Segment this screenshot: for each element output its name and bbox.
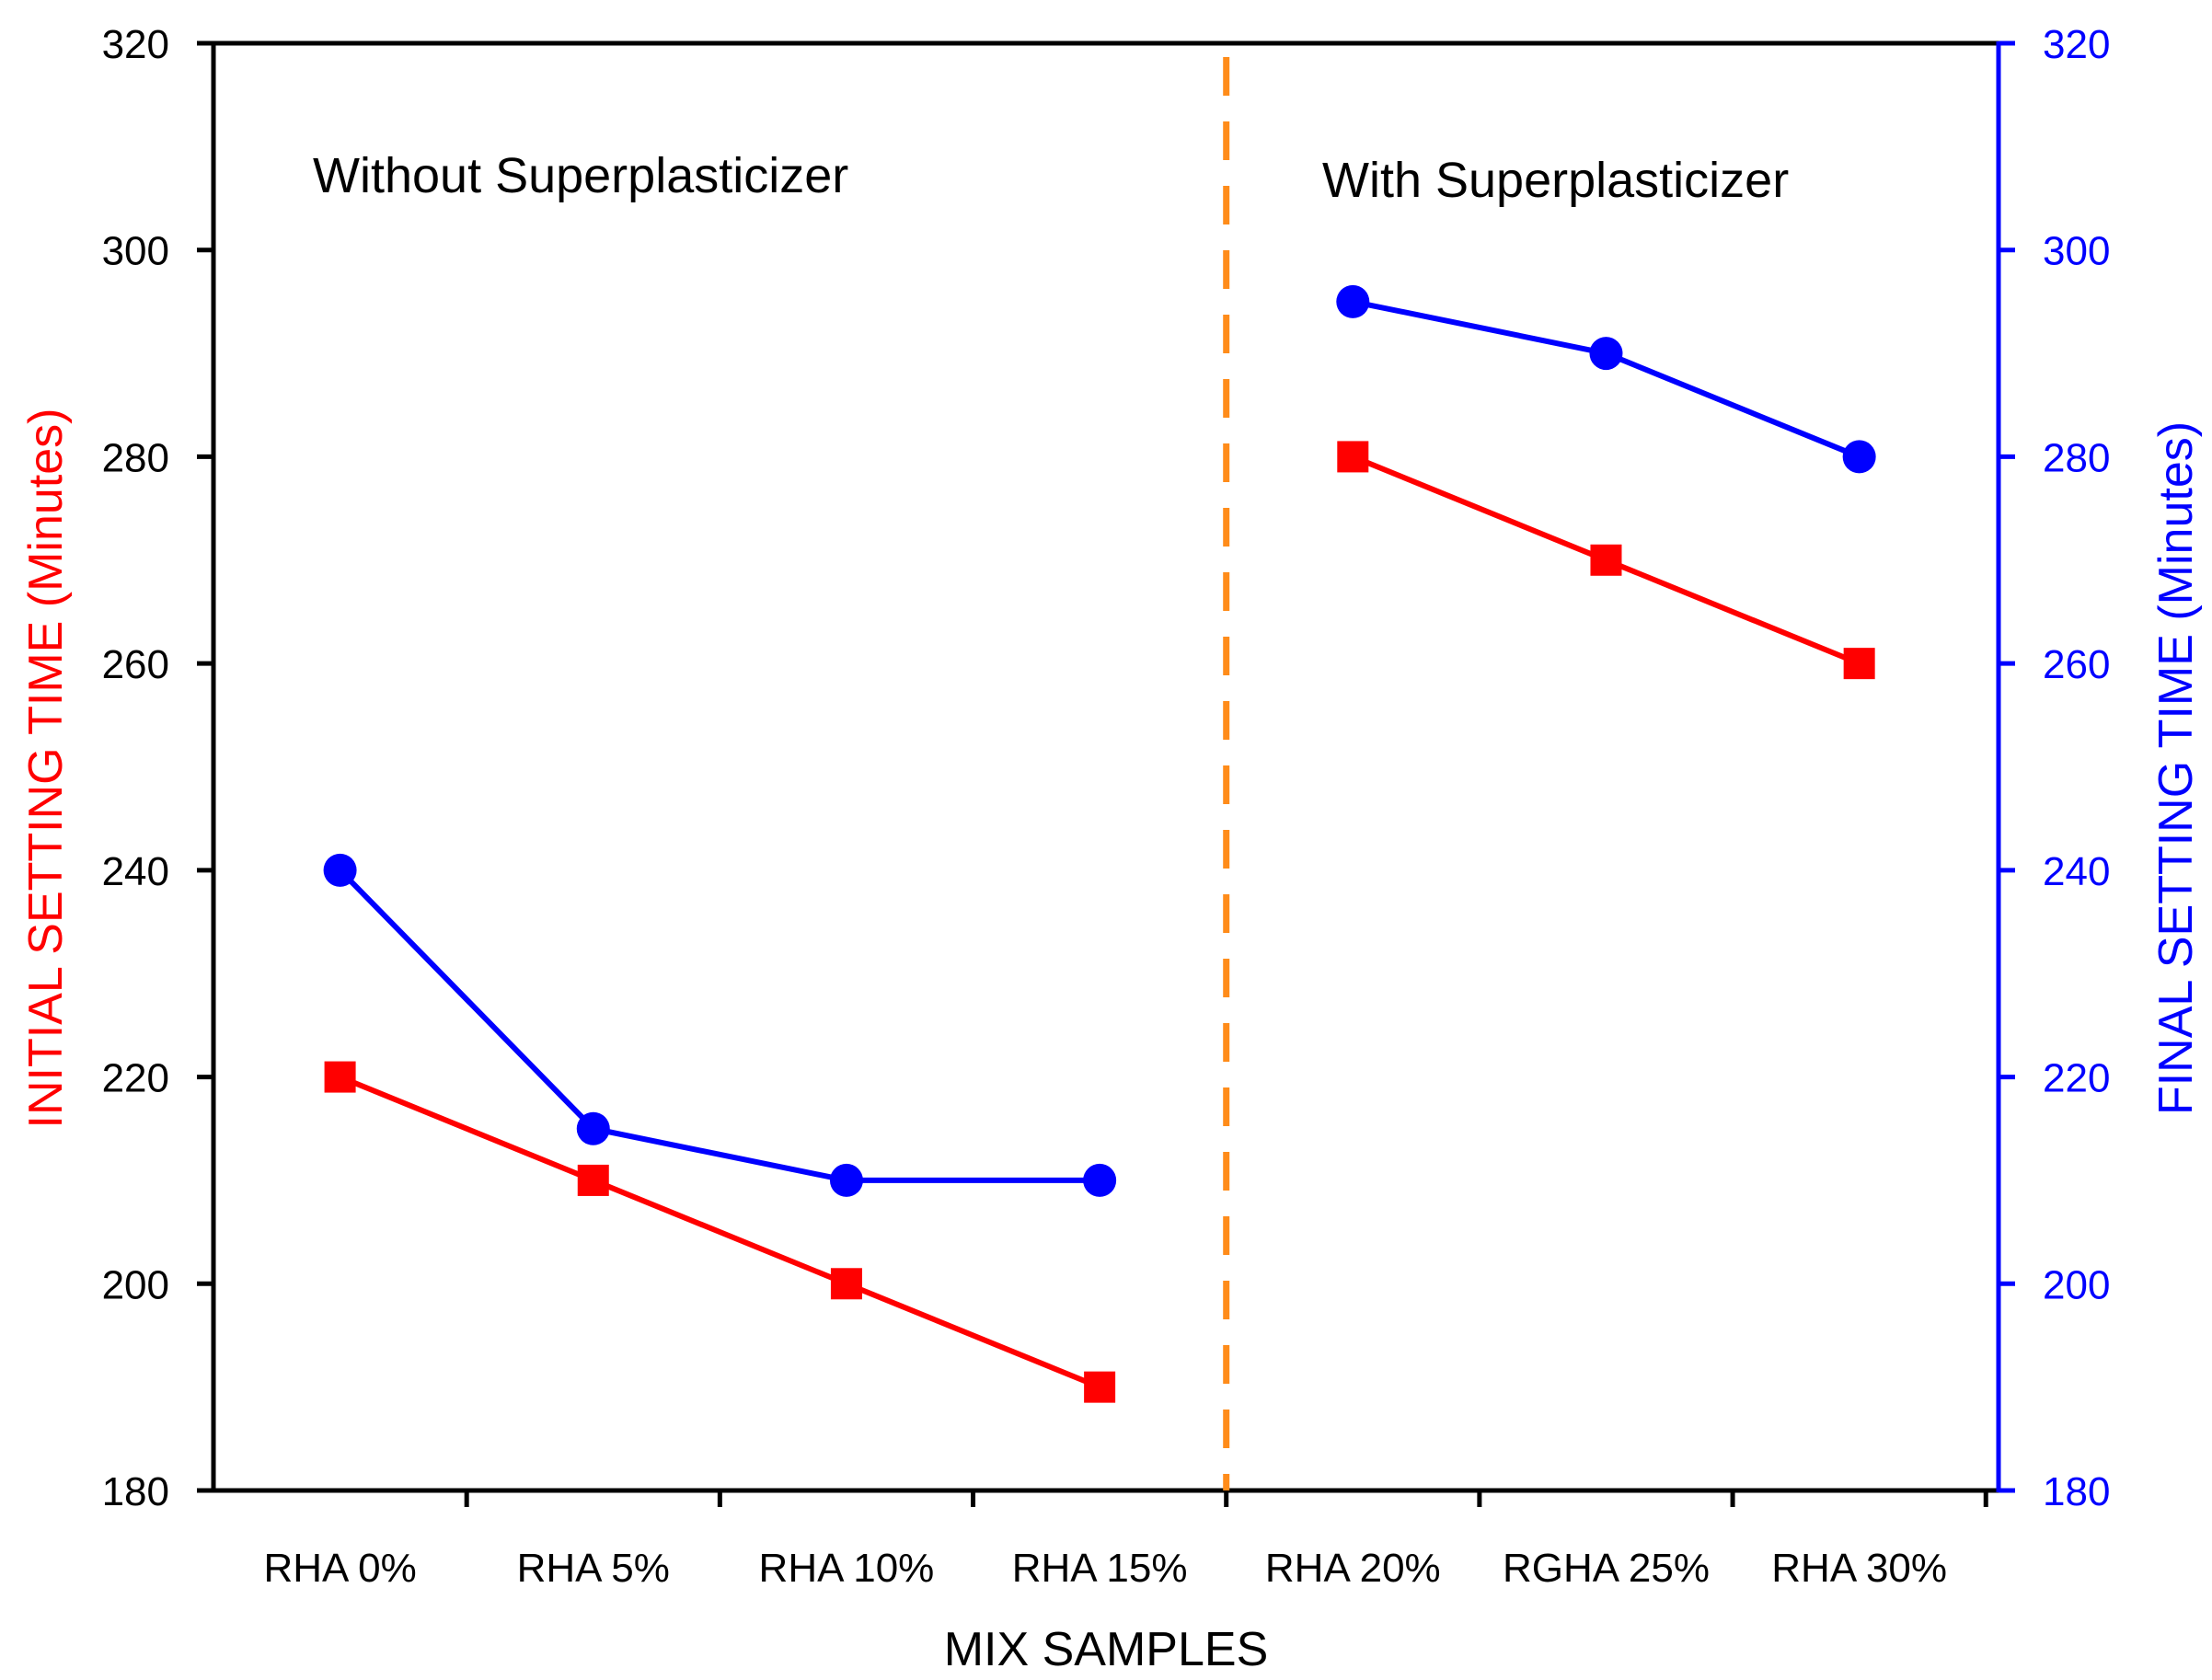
axis-ticks: 180 180 200 200 220 220 240 240 260 260 280 280 300 3… <box>102 22 2111 1591</box>
x-tick-label: RHA 30% <box>1771 1546 1947 1591</box>
right-y-axis-label: FINAL SETTING TIME (Minutes) <box>2149 421 2203 1115</box>
left-y-tick-label: 180 <box>102 1469 169 1514</box>
annotation-without-superplasticizer: Without Superplasticizer <box>313 148 848 203</box>
data-point-circle <box>1589 337 1623 371</box>
data-point-square <box>1843 648 1875 680</box>
data-point-square <box>1084 1371 1116 1403</box>
data-point-square <box>1337 441 1369 473</box>
x-axis-label: MIX SAMPLES <box>944 1623 1269 1676</box>
left-y-tick-label: 320 <box>102 22 169 67</box>
right-y-tick-label: 260 <box>2043 642 2110 687</box>
right-y-tick-label: 280 <box>2043 435 2110 480</box>
series-final-setting-time <box>323 284 1876 1197</box>
data-point-circle <box>323 853 357 887</box>
data-point-square <box>1590 544 1622 576</box>
data-point-square <box>324 1061 356 1093</box>
data-point-circle <box>1842 440 1876 474</box>
right-y-tick-label: 320 <box>2043 22 2110 67</box>
data-point-square <box>577 1164 609 1196</box>
x-tick-label: RHA 15% <box>1012 1546 1188 1591</box>
left-y-tick-label: 280 <box>102 435 169 480</box>
left-y-tick-label: 240 <box>102 849 169 894</box>
annotation-with-superplasticizer: With Superplasticizer <box>1322 153 1789 208</box>
data-point-circle <box>576 1111 610 1145</box>
right-y-tick-label: 180 <box>2043 1469 2110 1514</box>
x-tick-label: RHA 20% <box>1265 1546 1441 1591</box>
data-point-circle <box>1083 1163 1117 1197</box>
data-point-circle <box>829 1163 863 1197</box>
left-y-tick-label: 200 <box>102 1262 169 1307</box>
left-y-tick-label: 220 <box>102 1056 169 1101</box>
series <box>323 284 1876 1403</box>
series-line <box>338 868 1100 1183</box>
left-y-tick-label: 260 <box>102 642 169 687</box>
x-tick-label: RHA 5% <box>517 1546 670 1591</box>
right-y-tick-label: 240 <box>2043 849 2110 894</box>
x-tick-label: RHA 0% <box>263 1546 416 1591</box>
right-y-tick-label: 220 <box>2043 1056 2110 1101</box>
x-tick-label: RHA 10% <box>759 1546 935 1591</box>
right-y-tick-label: 200 <box>2043 1262 2110 1307</box>
data-point-circle <box>1336 284 1370 318</box>
data-point-square <box>830 1268 862 1300</box>
plot-frame <box>211 40 2001 1493</box>
left-y-tick-label: 300 <box>102 229 169 274</box>
left-y-axis-label: INITIAL SETTING TIME (Minutes) <box>19 408 73 1129</box>
right-y-tick-label: 300 <box>2043 229 2110 274</box>
labels: Without Superplasticizer With Superplast… <box>19 148 2203 1676</box>
series-line <box>339 1074 1101 1390</box>
x-tick-label: RGHA 25% <box>1503 1546 1710 1591</box>
series-line <box>1352 298 1861 460</box>
series-initial-setting-time <box>324 441 1875 1403</box>
